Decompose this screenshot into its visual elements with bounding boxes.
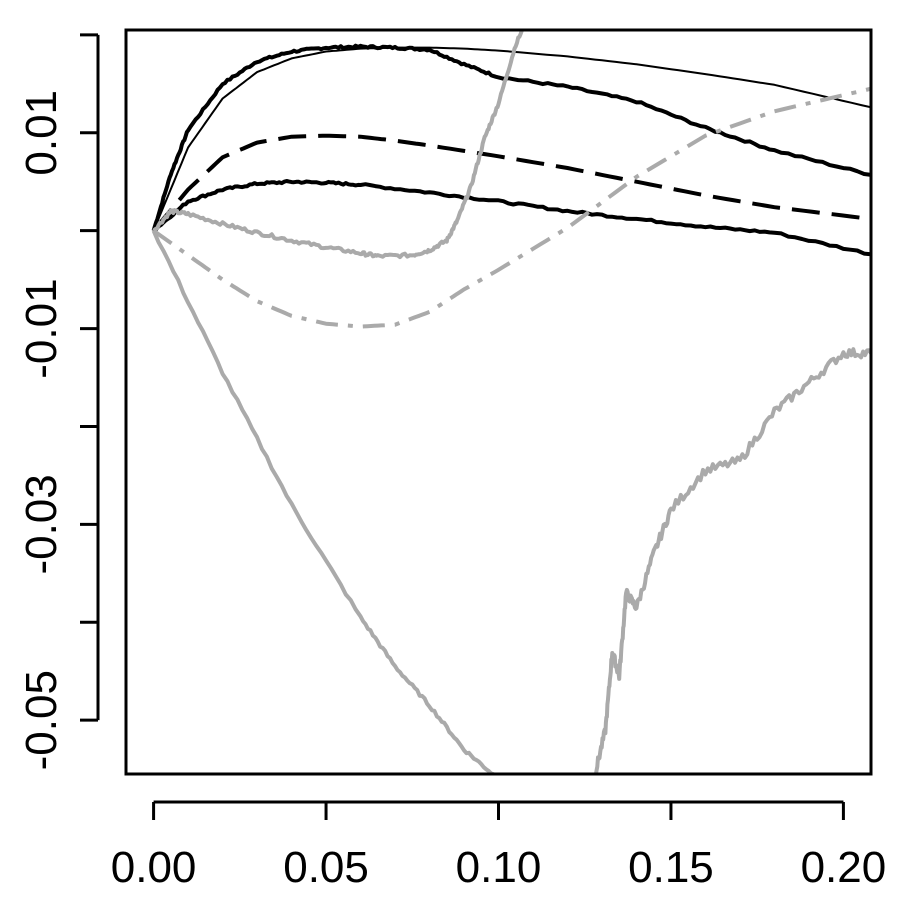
series-line-4 <box>152 179 871 257</box>
y-tick-label: 0.01 <box>17 90 66 176</box>
series-layer <box>151 30 871 774</box>
series-line-5 <box>152 30 525 260</box>
series-line-7 <box>151 229 496 774</box>
series-line-2 <box>151 43 871 232</box>
x-tick-label: 0.20 <box>801 843 887 892</box>
y-tick-label: -0.01 <box>17 278 66 378</box>
series-line-6 <box>152 86 871 329</box>
series-line-8 <box>593 347 871 774</box>
series-line-3 <box>152 133 871 232</box>
x-axis: 0.00 0.05 0.10 0.15 0.20 <box>111 800 887 892</box>
plot-frame <box>124 28 873 776</box>
x-tick-label: 0.05 <box>283 843 369 892</box>
y-tick-label: -0.05 <box>17 670 66 770</box>
x-tick-label: 0.15 <box>628 843 714 892</box>
y-axis: -0.05 -0.03 -0.01 0.01 <box>17 33 100 770</box>
y-tick-label: -0.03 <box>17 474 66 574</box>
x-tick-label: 0.00 <box>111 843 197 892</box>
x-tick-label: 0.10 <box>456 843 542 892</box>
